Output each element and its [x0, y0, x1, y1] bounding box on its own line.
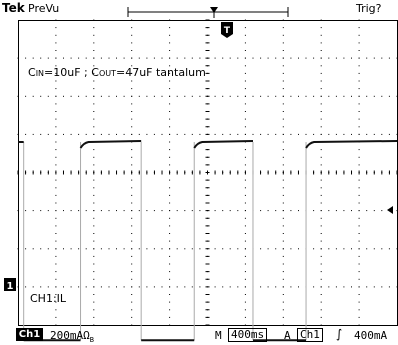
trigger-position-icon[interactable]: T [221, 22, 233, 38]
channel1-ground-marker[interactable]: 1 [4, 278, 16, 292]
record-position-icon [210, 7, 218, 13]
trigger-status: Trig? [356, 2, 382, 15]
record-view-bar [127, 7, 289, 18]
horizontal-scale[interactable]: 400ms [228, 328, 268, 342]
channel-badge[interactable]: Ch1 [16, 328, 43, 341]
horizontal-label: M [215, 329, 222, 342]
channel1-trace [18, 140, 398, 342]
trigger-level-icon[interactable] [387, 206, 393, 214]
settings-readout: Ch1 200mAΩB M 400ms A Ch1 ∫ 400mA [0, 326, 398, 345]
vertical-scale[interactable]: 200mAΩB [50, 329, 94, 345]
trigger-slope-icon[interactable]: ∫ [336, 327, 343, 341]
acquisition-mode: PreVu [28, 2, 60, 15]
trigger-level[interactable]: 400mA [354, 329, 388, 342]
brand-logo: Tek [2, 1, 25, 15]
channel-label: CH1:IL [30, 292, 67, 305]
ohm-icon: Ω [83, 329, 90, 342]
trigger-marker-label: T [224, 26, 231, 36]
status-bar: Tek PreVu Trig? [0, 0, 398, 20]
acquisition-label: A [284, 329, 291, 342]
channel-marker-label: 1 [7, 281, 14, 292]
bandwidth-limit-icon: B [89, 336, 94, 345]
capacitor-annotation: CIN=10uF ; COUT=47uF tantalum [28, 66, 206, 79]
trigger-source[interactable]: Ch1 [297, 328, 323, 342]
graticule-grid [17, 19, 398, 326]
